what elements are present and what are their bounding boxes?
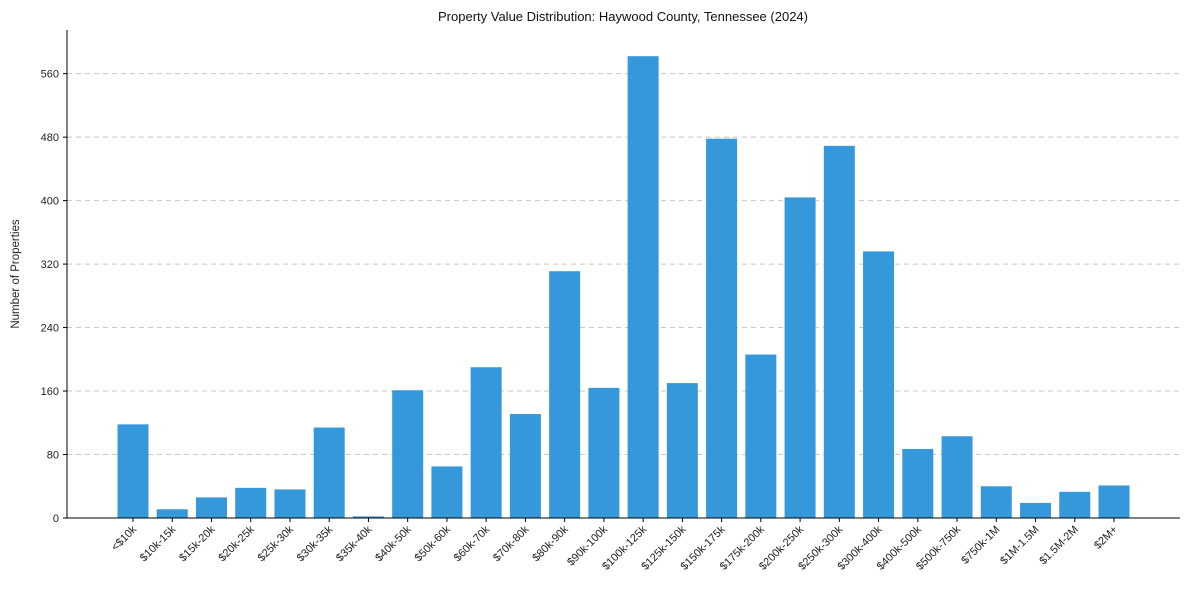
bar-90k-100k [588,387,620,518]
bar-2m [1098,485,1130,518]
y-tick-label: 560 [41,69,59,81]
gridlines [67,73,1180,456]
chart-title: Property Value Distribution: Haywood Cou… [438,9,808,24]
y-tick-label: 0 [53,513,59,525]
y-axis-title: Number of Properties [10,219,22,329]
x-tick-label: $1.5M-2M [1037,524,1081,568]
y-tick-label: 400 [41,196,59,208]
x-tick-label: $70k-80k [491,523,532,564]
bar-150k-175k [706,138,738,519]
x-tick-label: $30k-35k [295,523,336,564]
x-tick-label: $2M+ [1092,524,1120,552]
bar-175k-200k [745,354,777,518]
bar-35k-40k [352,516,384,518]
bar-15k-20k [195,497,227,518]
x-ticks: <$10k$10k-15k$15k-20k$20k-25k$25k-30k$30… [109,518,1120,573]
bar-60k-70k [470,367,502,518]
bar-20k-25k [235,487,267,518]
x-tick-label: $20k-25k [216,523,257,564]
bars [117,56,1130,519]
bar-300k-400k [863,251,895,518]
bar-30k-35k [313,427,345,518]
bar-750k-1m [980,486,1012,518]
axes [66,30,1180,519]
bar-10k [117,424,149,518]
y-ticks: 0 80 160 240 320 400 480 560 [41,69,67,525]
y-tick-label: 480 [41,132,59,144]
x-tick-label: $1M-1.5M [998,524,1042,568]
bar-125k-150k [666,383,698,518]
bar-200k-250k [784,197,816,518]
x-tick-label: $60k-70k [452,523,493,564]
bar-40k-50k [392,390,424,518]
x-tick-label: $15k-20k [177,523,218,564]
x-tick-label: $50k-60k [413,523,454,564]
x-tick-label: $25k-30k [256,523,297,564]
bar-50k-60k [431,466,463,518]
bar-10k-15k [156,509,188,518]
x-tick-label: <$10k [109,523,139,553]
y-tick-label: 160 [41,386,59,398]
bar-1-5m-2m [1059,491,1091,518]
x-tick-label: $40k-50k [373,523,414,564]
x-tick-label: $10k-15k [138,523,179,564]
bar-250k-300k [823,145,855,518]
bar-80k-90k [549,271,581,518]
y-tick-label: 320 [41,259,59,271]
bar-400k-500k [902,448,934,518]
y-tick-label: 80 [47,450,59,462]
bar-70k-80k [509,414,541,518]
y-tick-label: 240 [41,323,59,335]
bar-100k-125k [627,56,659,519]
bar-1m-1-5m [1020,502,1052,518]
x-tick-label: $35k-40k [334,523,375,564]
bar-25k-30k [274,489,306,518]
x-tick-label: $750k-1M [959,524,1002,567]
bar-500k-750k [941,436,973,518]
x-tick-label: $80k-90k [530,523,571,564]
